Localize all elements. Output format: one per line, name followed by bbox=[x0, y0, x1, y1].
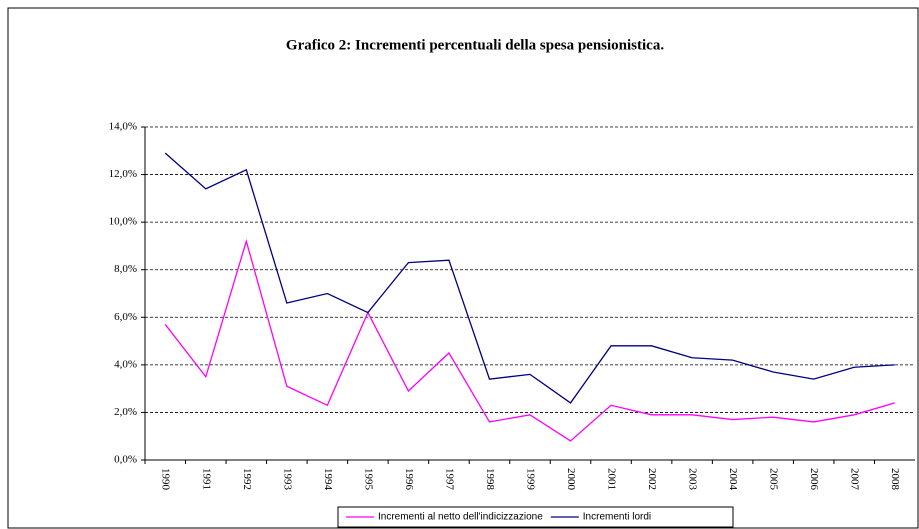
x-tick-label: 2005 bbox=[768, 468, 780, 491]
x-tick-label: 1990 bbox=[160, 468, 172, 491]
x-tick-label: 2004 bbox=[727, 468, 739, 491]
y-tick-label: 14,0% bbox=[109, 121, 137, 133]
legend-box bbox=[337, 506, 734, 528]
legend-label: Incrementi lordi bbox=[583, 512, 651, 523]
x-tick-label: 1995 bbox=[362, 468, 374, 491]
legend-label: Incrementi al netto dell'indicizzazione bbox=[378, 512, 543, 523]
line-series bbox=[164, 152, 895, 404]
x-tick-label: 2007 bbox=[849, 468, 861, 491]
x-tick-label: 1991 bbox=[200, 468, 212, 490]
x-tick-label: 2000 bbox=[565, 468, 577, 491]
y-tick-label: 10,0% bbox=[109, 216, 137, 228]
line-series bbox=[164, 238, 895, 442]
x-tick-label: 1994 bbox=[322, 468, 334, 491]
y-tick-label: 6,0% bbox=[114, 311, 137, 323]
y-tick-label: 0,0% bbox=[114, 454, 137, 466]
x-tick-label: 2001 bbox=[606, 468, 618, 490]
y-tick-label: 12,0% bbox=[109, 168, 137, 180]
x-tick-label: 1992 bbox=[241, 468, 253, 490]
chart-title: Grafico 2: Incrementi percentuali della … bbox=[286, 37, 664, 53]
x-tick-label: 1993 bbox=[281, 468, 293, 491]
y-tick-label: 8,0% bbox=[114, 263, 137, 275]
x-tick-label: 1997 bbox=[443, 468, 455, 491]
x-tick-label: 2003 bbox=[687, 468, 699, 491]
x-tick-label: 2002 bbox=[646, 468, 658, 490]
x-tick-label: 1996 bbox=[403, 468, 415, 491]
y-tick-label: 2,0% bbox=[114, 406, 137, 418]
x-tick-label: 2008 bbox=[889, 468, 901, 491]
x-tick-label: 1998 bbox=[484, 468, 496, 491]
y-tick-label: 4,0% bbox=[114, 358, 137, 370]
x-tick-label: 2006 bbox=[808, 468, 820, 491]
chart-frame bbox=[7, 7, 919, 529]
x-tick-label: 1999 bbox=[524, 468, 536, 491]
